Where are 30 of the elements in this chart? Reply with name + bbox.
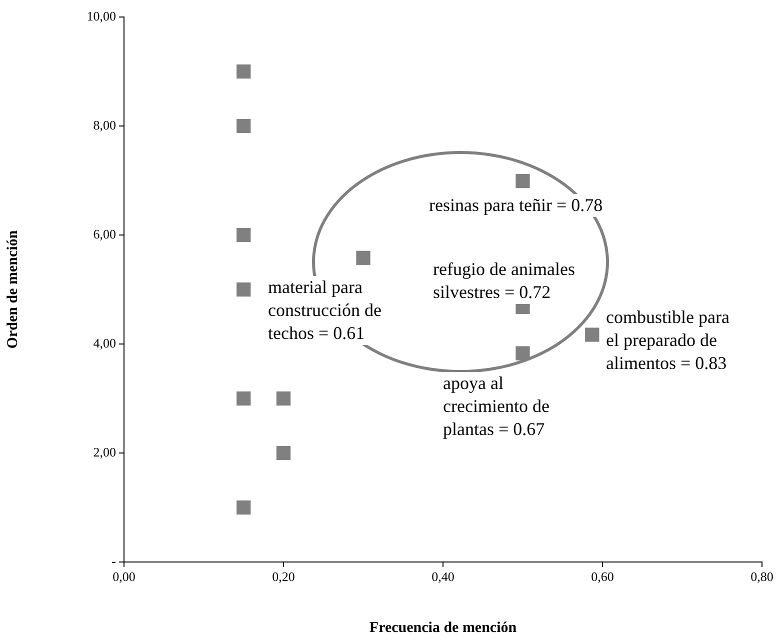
- point: [236, 118, 251, 134]
- annotation: refugio de animales silvestres = 0.72: [433, 258, 575, 304]
- point: [236, 228, 251, 242]
- y-tick-label: 6,00: [93, 226, 116, 242]
- y-tick-label: -: [112, 553, 116, 568]
- x-axis-title: Frecuencia de mención: [369, 620, 518, 636]
- annotation: material para construcción de techos = 0.61: [268, 276, 382, 345]
- point: [236, 391, 251, 406]
- y-axis-title: Orden de mención: [4, 230, 21, 349]
- point: [236, 500, 251, 515]
- annotation: resinas para teñir = 0.78: [429, 194, 603, 217]
- point: [356, 250, 370, 265]
- y-tick-label: 10,00: [86, 8, 116, 24]
- point: [276, 391, 291, 406]
- y-tick-label: 8,00: [93, 117, 116, 132]
- x-tick-label: 0,60: [591, 569, 614, 584]
- y-tick-label: 4,00: [93, 335, 116, 350]
- point: [585, 328, 600, 342]
- point: [516, 346, 530, 360]
- x-tick-label: 0,80: [750, 569, 774, 584]
- y-tick-label: 2,00: [93, 444, 116, 460]
- annotation: combustible para el preparado de alimentos = 0.83: [606, 306, 730, 375]
- x-tick-label: 0,00: [112, 569, 136, 584]
- x-tick-label: 0,20: [272, 569, 295, 584]
- x-tick-label: 0,40: [432, 569, 454, 584]
- point: [236, 282, 251, 297]
- annotation: apoya al crecimiento de plantas = 0.67: [443, 372, 550, 441]
- point: [516, 174, 530, 188]
- point: [236, 64, 251, 79]
- point: [276, 446, 291, 460]
